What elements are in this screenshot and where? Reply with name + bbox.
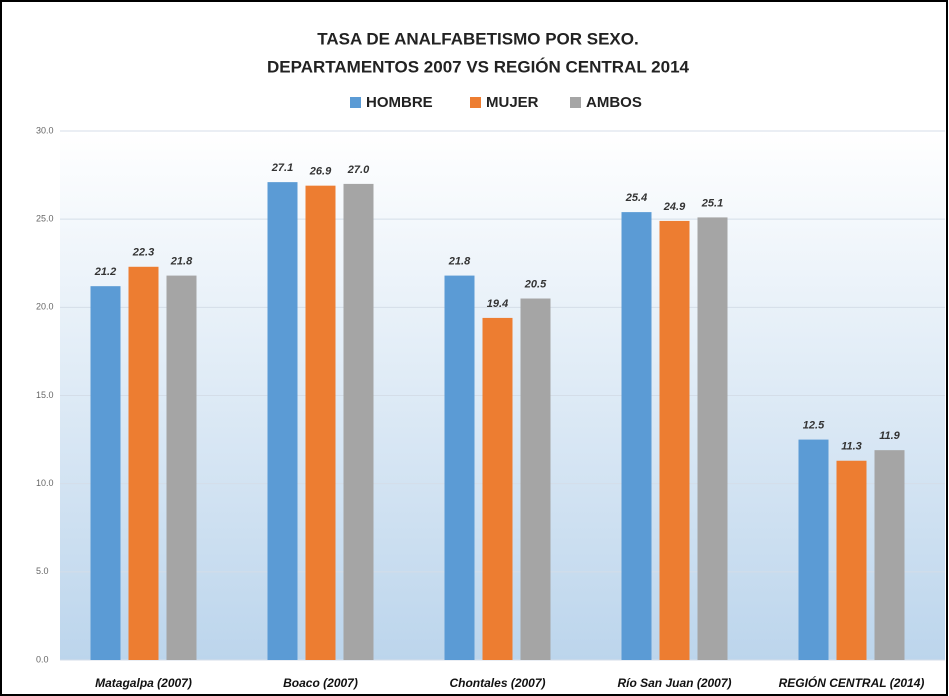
data-label: 22.3 — [132, 247, 154, 259]
data-label: 21.2 — [94, 266, 116, 278]
y-tick-label: 20.0 — [36, 302, 54, 312]
data-label: 20.5 — [524, 278, 547, 290]
data-label: 27.1 — [271, 162, 293, 174]
data-label: 25.1 — [701, 197, 723, 209]
bar — [697, 217, 728, 661]
x-tick-label: Chontales (2007) — [449, 676, 545, 690]
bar — [343, 183, 374, 660]
bar — [90, 286, 121, 660]
x-tick-label: Matagalpa (2007) — [95, 676, 192, 690]
x-tick-label: Boaco (2007) — [283, 676, 358, 690]
legend-label: MUJER — [486, 94, 539, 111]
bar — [798, 439, 829, 660]
data-label: 21.8 — [170, 255, 193, 267]
legend-swatch — [570, 97, 581, 108]
bar — [482, 317, 513, 660]
y-tick-label: 25.0 — [36, 214, 54, 224]
legend-swatch — [470, 97, 481, 108]
y-tick-label: 5.0 — [36, 566, 49, 576]
bar — [520, 298, 551, 660]
data-label: 27.0 — [347, 164, 370, 176]
chart-title: TASA DE ANALFABETISMO POR SEXO. — [317, 29, 638, 48]
data-label: 21.8 — [448, 255, 471, 267]
data-label: 26.9 — [309, 166, 332, 178]
bar — [166, 275, 197, 660]
legend-label: HOMBRE — [366, 94, 433, 111]
data-label: 19.4 — [487, 298, 508, 310]
bar — [128, 266, 159, 660]
y-tick-label: 30.0 — [36, 125, 54, 135]
y-tick-label: 10.0 — [36, 478, 54, 488]
y-tick-label: 0.0 — [36, 654, 49, 664]
bar — [836, 460, 867, 660]
bar — [444, 275, 475, 660]
data-label: 11.9 — [879, 430, 900, 442]
y-tick-label: 15.0 — [36, 390, 54, 400]
data-label: 11.3 — [841, 441, 862, 453]
legend-label: AMBOS — [586, 94, 642, 111]
bar — [621, 212, 652, 660]
x-tick-label: REGIÓN CENTRAL (2014) — [779, 675, 925, 690]
bar — [267, 182, 298, 661]
bar — [659, 220, 690, 660]
x-tick-label: Río San Juan (2007) — [617, 676, 731, 690]
legend-swatch — [350, 97, 361, 108]
data-label: 24.9 — [663, 201, 686, 213]
data-label: 25.4 — [625, 192, 647, 204]
bar — [874, 450, 905, 660]
data-label: 12.5 — [803, 419, 825, 431]
chart-subtitle: DEPARTAMENTOS 2007 VS REGIÓN CENTRAL 201… — [267, 57, 690, 76]
bar — [305, 185, 336, 660]
